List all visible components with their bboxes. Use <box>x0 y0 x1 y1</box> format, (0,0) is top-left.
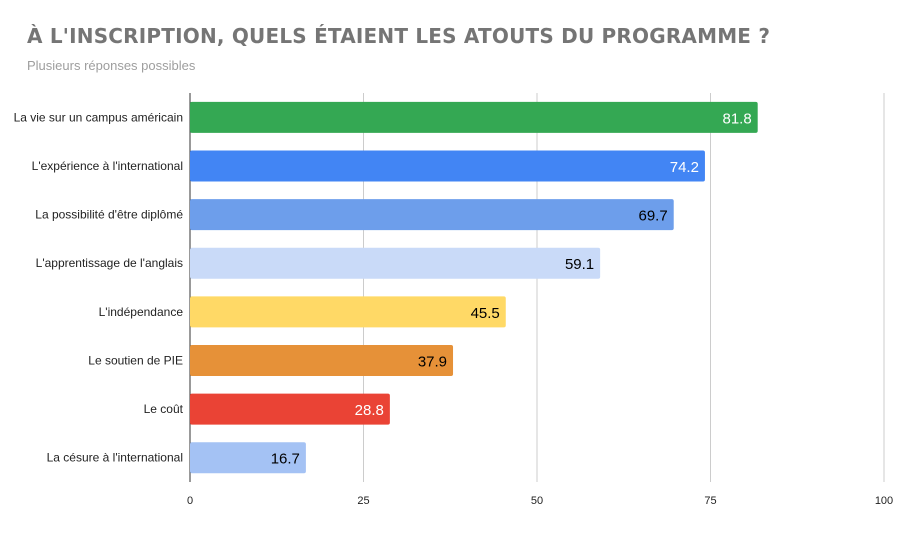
data-label: 74.2 <box>670 159 699 176</box>
x-tick-label: 100 <box>875 495 893 507</box>
category-label: L'expérience à l'international <box>32 159 183 173</box>
bar <box>190 296 506 328</box>
data-label: 28.8 <box>355 402 384 419</box>
category-label: La césure à l'international <box>47 451 183 465</box>
category-label: L'apprentissage de l'anglais <box>36 256 183 270</box>
chart-title: À L'INSCRIPTION, QUELS ÉTAIENT LES ATOUT… <box>27 24 771 48</box>
bar <box>190 199 674 231</box>
bar <box>190 442 306 474</box>
data-label: 81.8 <box>722 110 751 127</box>
data-label: 69.7 <box>639 208 668 225</box>
category-label: Le soutien de PIE <box>88 353 183 367</box>
x-tick-label: 75 <box>704 495 716 507</box>
category-label: Le coût <box>144 402 184 416</box>
data-label: 37.9 <box>418 353 447 370</box>
bar <box>190 247 601 279</box>
data-label: 59.1 <box>565 256 594 273</box>
bar <box>190 344 454 376</box>
data-label: 16.7 <box>271 451 300 468</box>
chart-subtitle: Plusieurs réponses possibles <box>27 58 196 73</box>
bar <box>190 101 758 133</box>
x-tick-label: 0 <box>187 495 193 507</box>
bar <box>190 393 390 425</box>
x-tick-label: 50 <box>531 495 543 507</box>
x-tick-label: 25 <box>357 495 369 507</box>
category-label: L'indépendance <box>99 305 184 319</box>
data-label: 45.5 <box>471 305 500 322</box>
bar <box>190 150 705 182</box>
category-label: La vie sur un campus américain <box>14 110 183 124</box>
category-label: La possibilité d'être diplômé <box>35 208 183 222</box>
